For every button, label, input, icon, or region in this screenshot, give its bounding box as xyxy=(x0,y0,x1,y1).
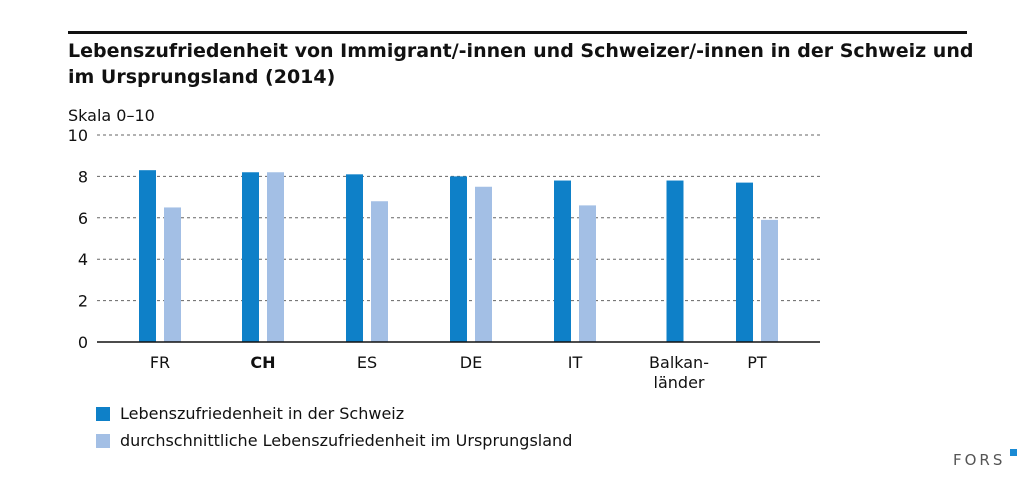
y-tick-label: 8 xyxy=(78,167,88,186)
y-tick-label: 4 xyxy=(78,250,88,269)
bar-schweiz xyxy=(139,170,156,342)
y-tick-label: 2 xyxy=(78,292,88,311)
legend-item-ursprungsland: durchschnittliche Lebenszufriedenheit im… xyxy=(96,431,572,450)
x-tick-label: IT xyxy=(568,353,583,372)
top-rule xyxy=(68,31,967,34)
bar-ursprungsland xyxy=(761,219,778,342)
bar-schweiz xyxy=(242,172,259,342)
x-tick-label: PT xyxy=(747,353,767,372)
logo-mark-icon xyxy=(1010,449,1017,456)
bar-ursprungsland xyxy=(475,186,492,342)
bar-schweiz xyxy=(554,180,571,342)
bar-schweiz xyxy=(450,176,467,342)
bar-ursprungsland xyxy=(267,172,284,342)
y-axis-label: Skala 0–10 xyxy=(68,106,155,125)
x-tick-label: ES xyxy=(357,353,377,372)
bar-schweiz xyxy=(736,182,753,342)
x-tick-label: CH xyxy=(250,353,275,372)
fors-logo: FORS xyxy=(953,451,1006,469)
bar-schweiz xyxy=(666,180,684,342)
bar-ursprungsland xyxy=(371,201,388,342)
legend-swatch xyxy=(96,406,110,421)
x-tick-label: DE xyxy=(460,353,482,372)
bar-ursprungsland xyxy=(164,207,181,342)
y-tick-label: 6 xyxy=(78,209,88,228)
y-tick-label: 10 xyxy=(68,126,88,145)
legend-item-schweiz: Lebenszufriedenheit in der Schweiz xyxy=(96,404,404,423)
x-tick-label: FR xyxy=(150,353,170,372)
chart-title: Lebenszufriedenheit von Immigrant/-innen… xyxy=(68,40,974,88)
legend-swatch xyxy=(96,433,110,448)
x-tick-label: Balkan-länder xyxy=(649,353,709,392)
bar-ursprungsland xyxy=(579,205,596,342)
bar-schweiz xyxy=(346,174,363,342)
legend-label: Lebenszufriedenheit in der Schweiz xyxy=(120,404,405,423)
legend-label: durchschnittliche Lebenszufriedenheit im… xyxy=(120,431,573,450)
y-tick-label: 0 xyxy=(78,333,88,352)
